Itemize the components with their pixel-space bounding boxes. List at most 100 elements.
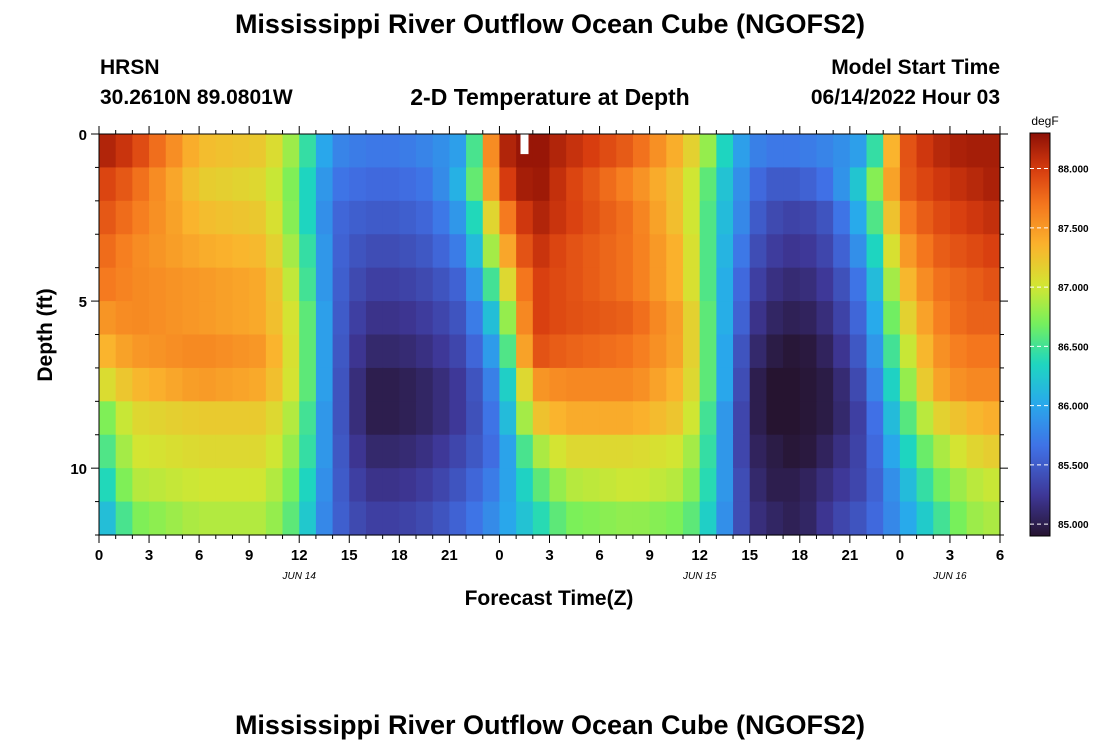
heatmap-cell (866, 167, 884, 202)
heatmap-cell (766, 301, 784, 336)
heatmap-cell (532, 167, 551, 202)
heatmap-cell (883, 434, 901, 469)
heatmap-cell (199, 301, 217, 336)
heatmap-cell (349, 167, 367, 202)
heatmap-cell (215, 501, 234, 536)
heatmap-cell (132, 267, 150, 302)
heatmap-cell (365, 301, 384, 336)
heatmap-cell (449, 401, 467, 436)
heatmap-cell (816, 401, 834, 436)
heatmap-cell (382, 134, 400, 169)
heatmap-cell (215, 134, 234, 169)
heatmap-cell (933, 167, 951, 202)
heatmap-cell (99, 134, 117, 169)
heatmap-cell (616, 234, 634, 269)
heatmap-cell (899, 401, 918, 436)
heatmap-cell (983, 501, 1001, 536)
heatmap-cell (99, 200, 117, 235)
heatmap-cell (532, 401, 551, 436)
heatmap-cell (599, 167, 617, 202)
heatmap-cell (382, 401, 400, 436)
heatmap-cell (416, 134, 434, 169)
heatmap-cell (416, 367, 434, 402)
heatmap-cell (365, 434, 384, 469)
heatmap-cell (716, 267, 734, 302)
heatmap-cell (232, 234, 250, 269)
heatmap-cell (482, 167, 501, 202)
heatmap-cell (766, 167, 784, 202)
y-tick-label: 5 (79, 294, 87, 311)
heatmap-cell (416, 234, 434, 269)
heatmap-cell (165, 367, 184, 402)
heatmap-cell (899, 468, 918, 503)
heatmap-cell (449, 234, 467, 269)
heatmap-cell (499, 367, 517, 402)
heatmap-cell (132, 434, 150, 469)
heatmap-cell (716, 434, 734, 469)
heatmap-cell (716, 134, 734, 169)
heatmap-cell (749, 134, 768, 169)
heatmap-cell (332, 134, 350, 169)
heatmap-cell (282, 200, 300, 235)
heatmap-cell (966, 334, 984, 369)
heatmap-cell (282, 468, 300, 503)
heatmap-cell (99, 501, 117, 536)
heatmap-cell (466, 234, 484, 269)
heatmap-cell (532, 367, 551, 402)
heatmap-cell (432, 367, 450, 402)
heatmap-cell (816, 367, 834, 402)
heatmap-cell (315, 234, 334, 269)
heatmap-cell (265, 301, 284, 336)
heatmap-cell (666, 434, 684, 469)
heatmap-cell (499, 334, 517, 369)
heatmap-cell (749, 434, 768, 469)
heatmap-cell (99, 334, 117, 369)
heatmap-cell (232, 134, 250, 169)
heatmap-cell (132, 234, 150, 269)
heatmap-cell (733, 367, 751, 402)
heatmap-cell (682, 134, 701, 169)
heatmap-cell (949, 234, 968, 269)
heatmap-cell (449, 301, 467, 336)
heatmap-cell (416, 167, 434, 202)
heatmap-cell (299, 234, 317, 269)
heatmap-cell (899, 267, 918, 302)
heatmap-cell (966, 167, 984, 202)
heatmap-cell (149, 334, 167, 369)
heatmap-cell (416, 468, 434, 503)
page-title-bottom: Mississippi River Outflow Ocean Cube (NG… (234, 710, 866, 740)
heatmap-cell (799, 301, 818, 336)
heatmap-cell (582, 234, 601, 269)
heatmap-cell (99, 401, 117, 436)
heatmap-cell (766, 267, 784, 302)
heatmap-cell (365, 267, 384, 302)
heatmap-cell (582, 301, 601, 336)
heatmap-cell (966, 468, 984, 503)
heatmap-cell (149, 434, 167, 469)
heatmap-cell (866, 234, 884, 269)
heatmap-cell (916, 134, 934, 169)
heatmap-cell (599, 501, 617, 536)
heatmap-cell (199, 401, 217, 436)
heatmap-cell (749, 401, 768, 436)
heatmap-cell (599, 434, 617, 469)
heatmap-cell (682, 367, 701, 402)
heatmap-cell (799, 501, 818, 536)
heatmap-cell (582, 134, 601, 169)
heatmap-cell (299, 267, 317, 302)
heatmap-cell (649, 367, 667, 402)
heatmap-cell (199, 367, 217, 402)
heatmap-cell (115, 200, 133, 235)
heatmap-cell (99, 301, 117, 336)
heatmap-cell (733, 501, 751, 536)
heatmap-cell (365, 234, 384, 269)
heatmap-cell (716, 334, 734, 369)
heatmap-cell (799, 134, 818, 169)
heatmap-cell (482, 434, 501, 469)
heatmap-cell (499, 267, 517, 302)
y-axis-label: Depth (ft) (34, 288, 57, 381)
heatmap-cell (332, 234, 350, 269)
x-tick-label: 3 (145, 547, 153, 564)
heatmap-cell (733, 200, 751, 235)
heatmap-cell (883, 134, 901, 169)
